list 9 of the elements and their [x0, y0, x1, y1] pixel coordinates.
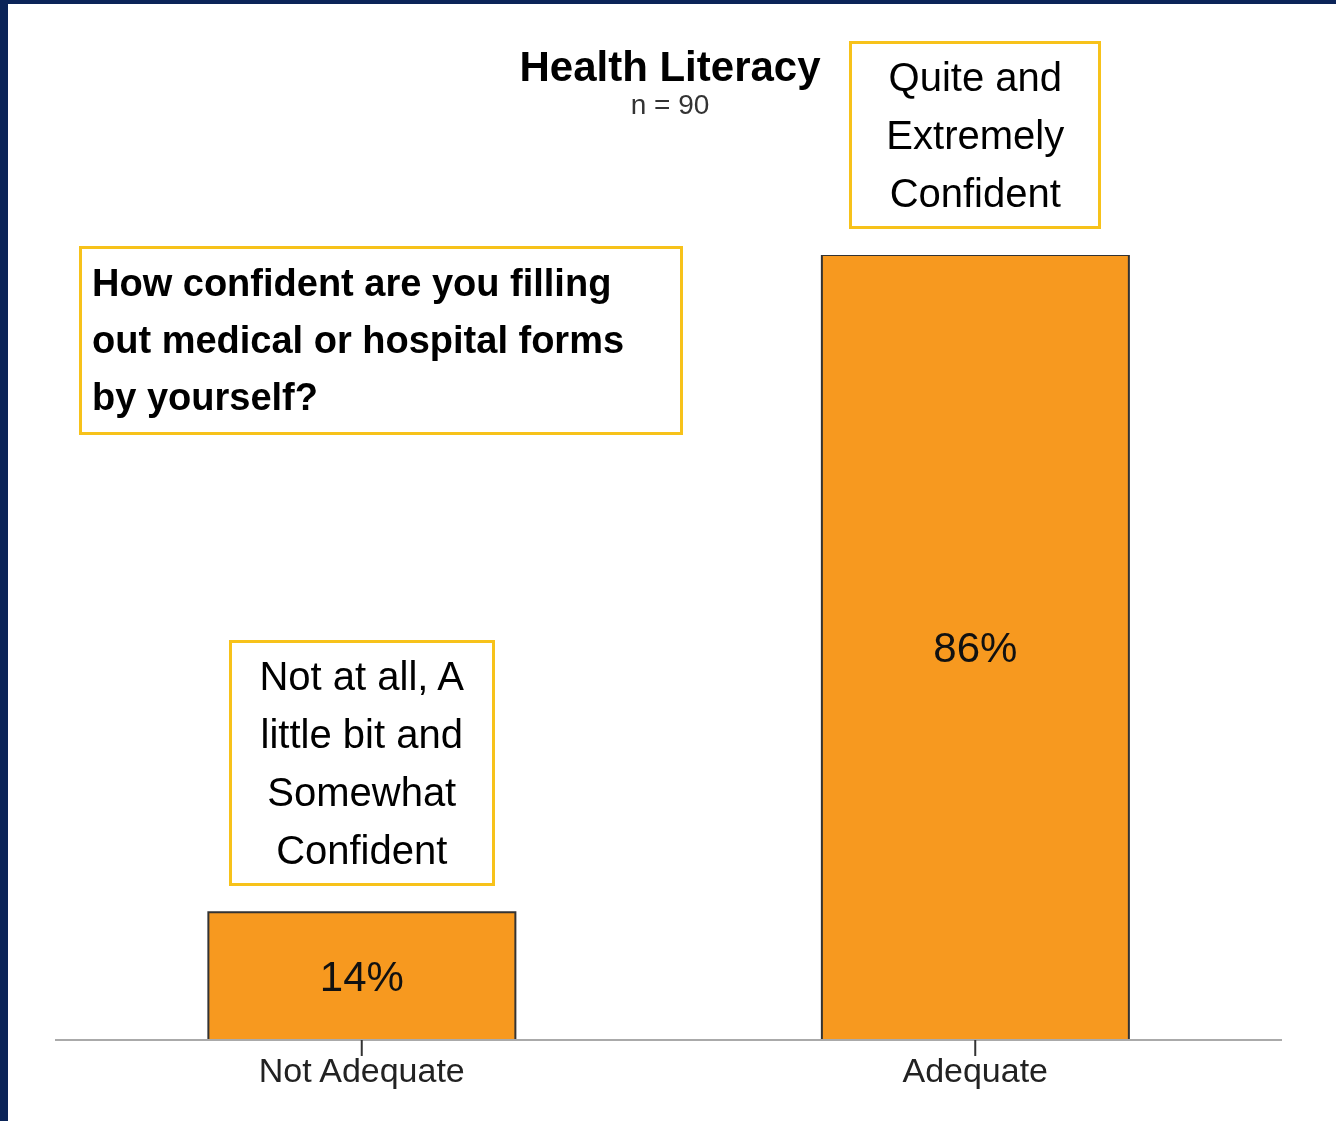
data-label: 14%	[319, 953, 404, 1001]
x-tick-label: Adequate	[902, 1051, 1049, 1090]
x-tick-label: Not Adequate	[258, 1051, 465, 1090]
text: Quite and Extremely Confident	[849, 41, 1102, 229]
data-label: 86%	[933, 624, 1018, 672]
annotation: How confident are you filling out medical or hospital forms by yourself?	[79, 246, 683, 435]
chart-subtitle: n = 90	[629, 89, 710, 120]
chart-title: Health Literacy	[518, 42, 822, 92]
annotation: Not at all, A little bit and Somewhat Confident	[228, 640, 495, 887]
